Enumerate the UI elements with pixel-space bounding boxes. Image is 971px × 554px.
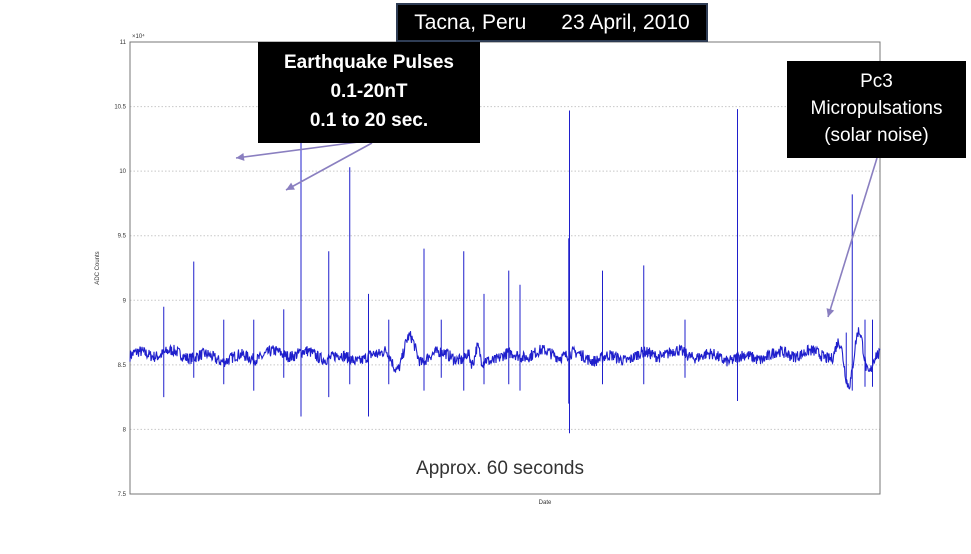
- y-tick-label: 10: [119, 169, 126, 175]
- y-tick-label: 9: [123, 298, 127, 304]
- location-date-title: Tacna, Peru 23 April, 2010: [396, 3, 708, 42]
- x-axis-label: Date: [539, 500, 552, 506]
- pc3-arrow: [826, 157, 878, 318]
- y-tick-label: 11: [120, 40, 127, 46]
- grid-lines: [130, 106, 880, 430]
- duration-note: Approx. 60 seconds: [416, 458, 584, 479]
- y-tick-label: 8.5: [118, 363, 127, 369]
- y-multiplier-label: ×10⁴: [132, 33, 145, 40]
- pc3-callout-line-2: Micropulsations: [810, 98, 943, 119]
- plot-frame: [129, 41, 881, 495]
- y-axis-label: ADC Counts: [95, 251, 101, 284]
- earthquake-callout-line-3: 0.1 to 20 sec.: [309, 110, 429, 131]
- y-tick-labels: 11 10.5 10 9.5 9 8.5 8 7.5: [114, 40, 126, 498]
- earthquake-arrow-left: [235, 140, 367, 161]
- annotation-arrows: [235, 140, 878, 318]
- y-tick-label: 10.5: [114, 105, 126, 111]
- y-tick-label: 9.5: [118, 234, 127, 240]
- earthquake-pulses-callout: Earthquake Pulses 0.1-20nT 0.1 to 20 sec…: [258, 42, 480, 143]
- earthquake-callout-line-1: Earthquake Pulses: [283, 52, 455, 73]
- y-tick-label: 7.5: [118, 492, 127, 498]
- adc-signal-series: [129, 327, 881, 390]
- earthquake-arrow-right: [285, 142, 373, 191]
- earthquake-pulse-lines: [163, 91, 873, 434]
- pc3-callout-line-3: (solar noise): [824, 125, 929, 146]
- y-tick-label: 8: [123, 427, 127, 433]
- earthquake-callout-line-2: 0.1-20nT: [330, 81, 408, 102]
- pc3-micropulsations-callout: Pc3 Micropulsations (solar noise): [787, 61, 966, 158]
- pc3-callout-line-1: Pc3: [860, 71, 893, 92]
